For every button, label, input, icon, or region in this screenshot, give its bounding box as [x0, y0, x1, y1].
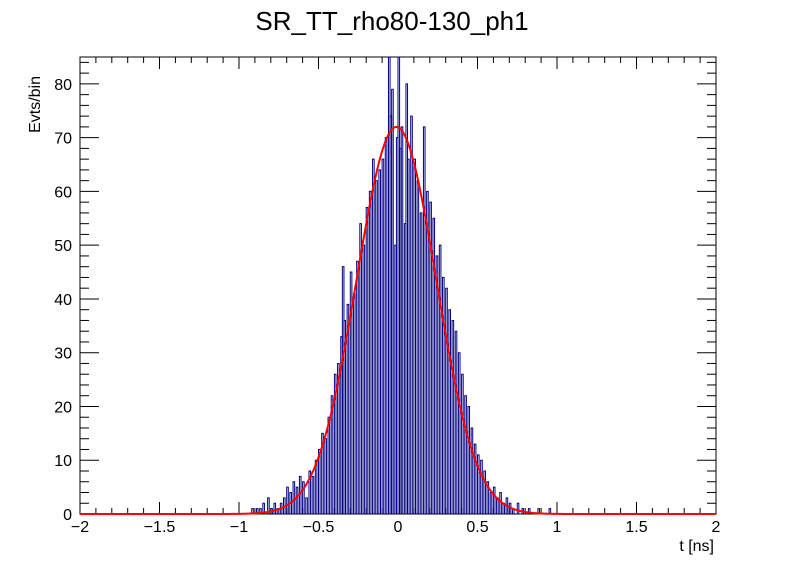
histogram-bin: [337, 362, 340, 514]
x-axis-label: t [ns]: [679, 538, 714, 555]
histogram-bin: [400, 126, 404, 514]
histogram-bin: [486, 481, 490, 514]
histogram-bin: [489, 491, 493, 514]
histogram-bin: [327, 416, 331, 514]
histogram-bin: [311, 475, 315, 514]
y-axis-label: Evts/bin: [27, 76, 44, 133]
histogram-bin: [473, 443, 477, 514]
histogram-bin: [349, 271, 353, 514]
y-tick-label: 70: [54, 131, 72, 148]
histogram-bin: [445, 287, 448, 514]
histogram-bin: [375, 180, 378, 514]
histogram-bin: [483, 470, 486, 514]
histogram-bin: [429, 201, 432, 514]
histogram-bin: [451, 319, 455, 514]
histogram-bin: [461, 373, 464, 514]
histogram-bin: [267, 497, 270, 514]
chart-title: SR_TT_rho80-130_ph1: [255, 6, 528, 36]
histogram-bin: [438, 244, 442, 514]
histogram-bin: [321, 432, 324, 514]
histogram-bin: [378, 169, 382, 514]
histogram-bin: [391, 88, 394, 514]
histogram-bin: [302, 481, 305, 514]
histogram-bin: [477, 454, 480, 514]
y-tick-label: 80: [54, 77, 72, 94]
histogram-bin: [346, 303, 350, 514]
histogram-bin: [305, 497, 308, 514]
histogram-bin: [356, 260, 359, 514]
histogram-bin: [359, 223, 362, 514]
x-tick-label: 2: [712, 519, 721, 536]
histogram-bin: [499, 491, 502, 514]
histogram-bin: [419, 212, 423, 514]
y-tick-label: 50: [54, 238, 72, 255]
histogram-bin: [372, 158, 375, 514]
x-tick-label: −1.5: [144, 519, 176, 536]
x-tick-label: −2: [71, 519, 89, 536]
histogram-bin: [324, 438, 327, 514]
x-tick-label: 1.5: [625, 519, 647, 536]
histogram-bin: [537, 508, 541, 514]
histogram-bin: [352, 293, 356, 514]
histogram-bin: [251, 508, 254, 514]
histogram-bin: [381, 158, 385, 514]
y-tick-label: 10: [54, 453, 72, 470]
histogram-bin: [426, 190, 429, 514]
histogram-bin: [416, 180, 420, 514]
histogram-bin: [292, 481, 296, 514]
histogram-bin: [295, 486, 299, 514]
histogram-bin: [467, 405, 471, 514]
histogram-bin: [527, 508, 531, 514]
histogram-bin: [464, 395, 467, 514]
histogram-bin: [454, 330, 458, 514]
histogram-bin: [273, 502, 277, 514]
histogram-bin: [262, 502, 265, 514]
histogram-bin: [368, 190, 372, 514]
histogram-bin: [255, 508, 259, 514]
histogram-bin: [330, 395, 334, 514]
histogram-bin: [384, 137, 388, 514]
histogram-bin: [410, 115, 413, 514]
histogram-bin: [365, 207, 369, 514]
x-tick-label: −1: [230, 519, 248, 536]
y-tick-label: 20: [54, 399, 72, 416]
x-tick-label: 0: [394, 519, 403, 536]
data-marks: [80, 56, 716, 515]
histogram-bin: [442, 276, 445, 514]
y-tick-label: 30: [54, 346, 72, 363]
x-tick-label: 0.5: [466, 519, 488, 536]
gaussian-fit-line: [80, 125, 716, 515]
histogram-bin: [516, 502, 520, 514]
histogram-bin: [362, 244, 366, 514]
y-tick-label: 60: [54, 184, 72, 201]
y-tick-label: 40: [54, 292, 72, 309]
histogram-bin: [480, 459, 483, 514]
x-tick-label: −0.5: [303, 519, 335, 536]
histogram-bin: [432, 217, 436, 514]
histogram-bin: [548, 508, 552, 514]
histogram-bin: [492, 486, 496, 514]
histogram-bin: [435, 255, 439, 514]
histogram-bin: [457, 352, 461, 514]
histogram-bin: [259, 508, 262, 514]
x-tick-label: 1: [553, 519, 562, 536]
histogram-bin: [407, 158, 410, 514]
y-tick-label: 0: [63, 507, 72, 524]
histogram-bin: [343, 319, 347, 514]
histogram-bin: [308, 470, 312, 514]
histogram-bin: [448, 309, 451, 514]
histogram-bin: [470, 427, 474, 514]
histogram-bin: [314, 459, 318, 514]
histogram-bin: [318, 448, 321, 514]
histogram-bin: [413, 158, 416, 514]
histogram-bin: [286, 486, 289, 514]
histogram-bin: [422, 126, 426, 514]
histogram-bin: [333, 373, 337, 514]
